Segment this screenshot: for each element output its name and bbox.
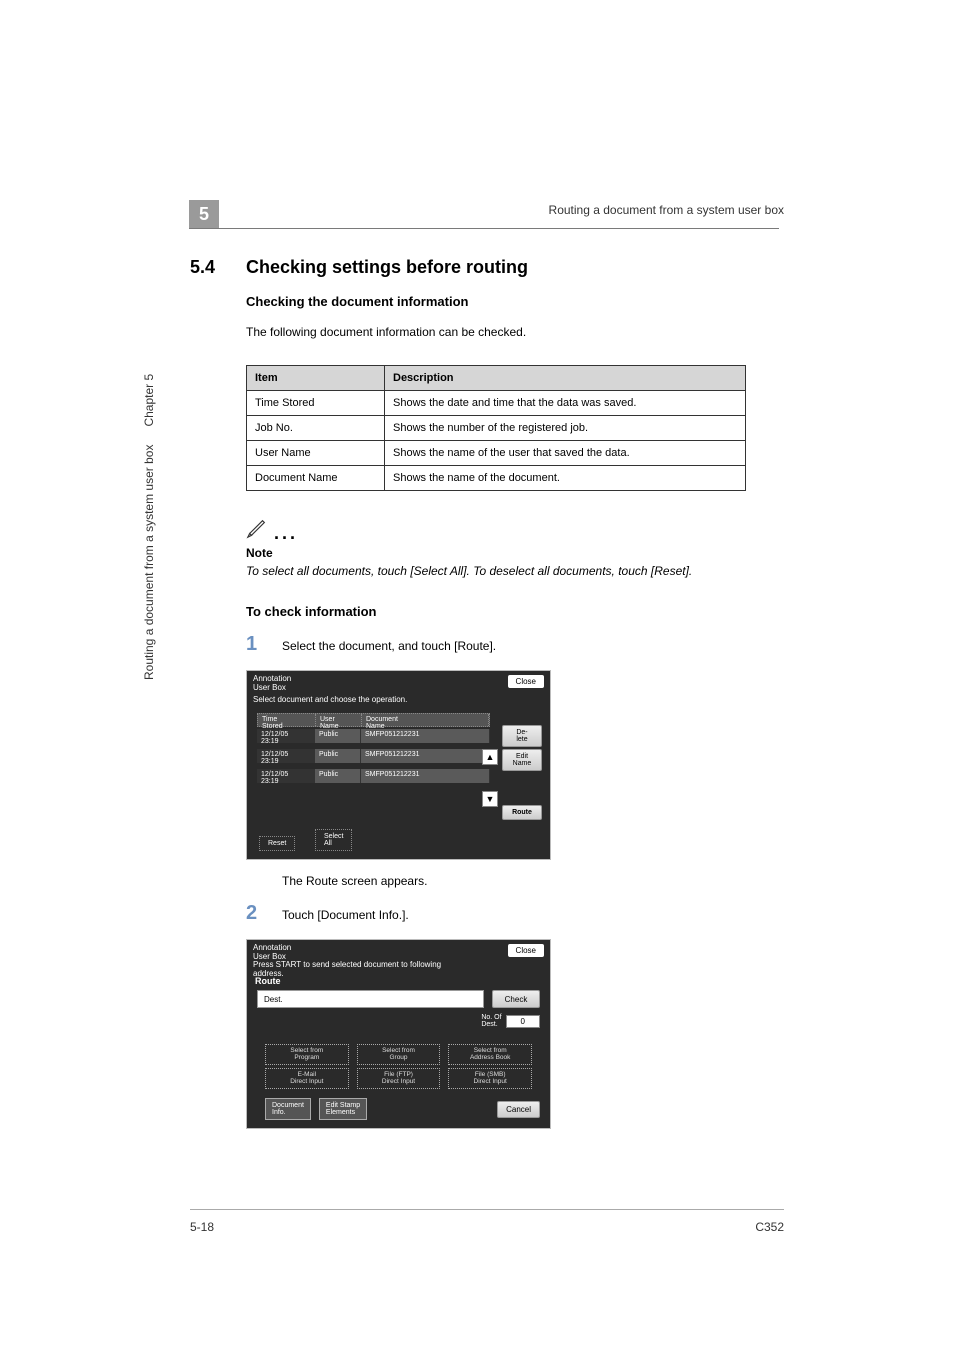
chapter-tab: 5 [189,200,219,228]
arrow-down-icon[interactable]: ▼ [482,791,498,807]
sp2-title: AnnotationUser Box [253,944,291,962]
step-2: 2 Touch [Document Info.]. [246,902,784,925]
list-item[interactable]: 12/12/0523:19 Public SMFP051212231 [257,729,490,743]
section-number: 5.4 [190,257,226,278]
route-button[interactable]: Route [502,805,542,820]
cell-item: Document Name [247,466,385,491]
screenshot-route-screen: AnnotationUser Box Close Press START to … [246,939,551,1129]
col-item: Item [247,366,385,391]
step-text: Touch [Document Info.]. [282,908,409,922]
list-item[interactable]: 12/12/0523:19 Public SMFP051212231 [257,769,490,783]
step-1-sub: The Route screen appears. [282,874,784,888]
screenshot-select-document: AnnotationUser Box Close Select document… [246,670,551,860]
cell-desc: Shows the number of the registered job. [385,416,746,441]
step-number: 2 [246,902,260,925]
intro-paragraph: The following document information can b… [246,323,784,341]
reset-button[interactable]: Reset [259,836,295,851]
route-label: Route [255,976,281,986]
side-running-text: Routing a document from a system user bo… [142,374,156,680]
sp1-subtitle: Select document and choose the operation… [253,695,407,704]
ellipsis-icon: ... [274,523,298,544]
dest-field: Dest. [257,990,484,1008]
document-info-button[interactable]: DocumentInfo. [265,1098,311,1120]
page-footer: 5-18 C352 [190,1209,784,1234]
page-header: Routing a document from a system user bo… [190,203,784,217]
table-row: User Name Shows the name of the user tha… [247,441,746,466]
table-row: Job No. Shows the number of the register… [247,416,746,441]
cell-item: Time Stored [247,391,385,416]
check-button[interactable]: Check [492,990,540,1008]
cancel-button[interactable]: Cancel [497,1101,540,1118]
table-row: Time Stored Shows the date and time that… [247,391,746,416]
note-label: Note [246,546,784,560]
email-direct-input-button[interactable]: E-MailDirect Input [265,1068,349,1089]
arrow-up-icon[interactable]: ▲ [482,749,498,765]
cell-item: User Name [247,441,385,466]
step-number: 1 [246,633,260,656]
cell-desc: Shows the name of the document. [385,466,746,491]
cell-desc: Shows the date and time that the data wa… [385,391,746,416]
check-info-heading: To check information [246,604,784,619]
edit-name-button[interactable]: EditName [502,749,542,771]
note-block: ... Note To select all documents, touch … [246,517,784,580]
select-from-addressbook-button[interactable]: Select fromAddress Book [448,1044,532,1065]
ftp-direct-input-button[interactable]: File (FTP)Direct Input [357,1068,441,1089]
document-info-table: Item Description Time Stored Shows the d… [246,365,746,491]
list-item[interactable]: 12/12/0523:19 Public SMFP051212231 [257,749,490,763]
subsection-heading: Checking the document information [246,294,784,309]
col-description: Description [385,366,746,391]
delete-button[interactable]: De-lete [502,725,542,747]
close-button[interactable]: Close [508,675,544,688]
model-number: C352 [755,1220,784,1234]
sp1-title: AnnotationUser Box [253,675,291,693]
close-button[interactable]: Close [508,944,544,957]
sp1-column-headers: TimeStored UserName DocumentName [257,713,490,727]
select-all-button[interactable]: SelectAll [315,829,352,851]
table-row: Document Name Shows the name of the docu… [247,466,746,491]
sp2-subtitle: Press START to send selected document to… [253,960,453,978]
edit-stamp-button[interactable]: Edit StampElements [319,1098,367,1120]
num-dest: No. OfDest. 0 [481,1014,540,1028]
cell-desc: Shows the name of the user that saved th… [385,441,746,466]
header-rule [189,228,779,229]
select-from-program-button[interactable]: Select fromProgram [265,1044,349,1065]
smb-direct-input-button[interactable]: File (SMB)Direct Input [448,1068,532,1089]
note-text: To select all documents, touch [Select A… [246,562,736,580]
select-from-group-button[interactable]: Select fromGroup [357,1044,441,1065]
step-1: 1 Select the document, and touch [Route]… [246,633,784,656]
cell-item: Job No. [247,416,385,441]
page-number: 5-18 [190,1220,214,1234]
section-title: Checking settings before routing [246,257,528,278]
note-icon [246,517,268,544]
step-text: Select the document, and touch [Route]. [282,639,496,653]
